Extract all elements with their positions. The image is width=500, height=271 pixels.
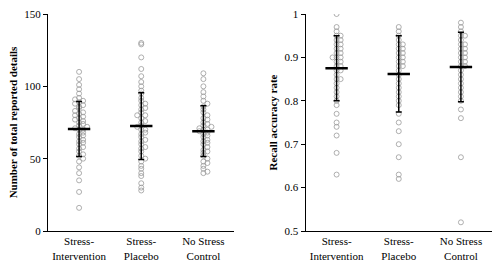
svg-text:50: 50: [30, 153, 42, 165]
svg-text:No StressControl: No StressControl: [440, 235, 482, 261]
svg-text:1: 1: [293, 8, 299, 20]
svg-text:0.7: 0.7: [285, 138, 299, 150]
svg-text:0.8: 0.8: [285, 95, 299, 107]
svg-text:Number of total reported detai: Number of total reported details: [7, 46, 19, 198]
svg-text:Stress-Placebo: Stress-Placebo: [381, 235, 416, 261]
svg-text:Stress-Placebo: Stress-Placebo: [124, 235, 159, 261]
svg-text:0.6: 0.6: [285, 181, 299, 193]
svg-text:No StressControl: No StressControl: [182, 235, 224, 261]
svg-text:Stress-Intervention: Stress-Intervention: [310, 235, 364, 261]
svg-text:100: 100: [24, 80, 41, 92]
svg-text:0: 0: [35, 225, 41, 237]
svg-text:0.9: 0.9: [285, 51, 299, 63]
svg-text:0.5: 0.5: [285, 225, 299, 237]
svg-text:Recall accuracy rate: Recall accuracy rate: [267, 74, 279, 170]
svg-text:Stress-Intervention: Stress-Intervention: [52, 235, 106, 261]
svg-text:150: 150: [24, 8, 41, 20]
